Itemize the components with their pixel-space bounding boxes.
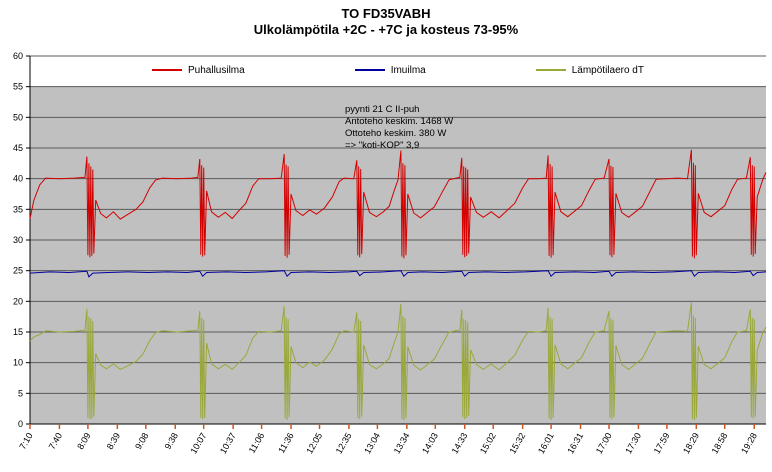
x-axis-label: 7:40 <box>47 431 64 451</box>
legend-label: Lämpötilaero dT <box>571 64 644 76</box>
annotation-line: Antoteho keskim. 1468 W <box>345 116 454 127</box>
y-axis-label: 55 <box>13 82 23 92</box>
y-axis-label: 50 <box>13 112 23 122</box>
legend-label: Puhallusilma <box>188 64 245 76</box>
y-axis-label: 5 <box>18 388 23 398</box>
chart-legend: Puhallusilma Imuilma Lämpötilaero dT <box>30 60 766 80</box>
y-axis-label: 45 <box>13 143 23 153</box>
chart-title-block: TO FD35VABH Ulkolämpötila +2C - +7C ja k… <box>0 6 772 38</box>
y-axis-label: 20 <box>13 296 23 306</box>
x-axis-label: 16:01 <box>536 431 556 456</box>
x-axis-label: 18:58 <box>710 431 730 456</box>
annotation-line: Ottoteho keskim. 380 W <box>345 128 447 139</box>
x-axis-label: 17:30 <box>623 431 643 456</box>
y-axis-label: 10 <box>13 358 23 368</box>
x-axis-label: 11:36 <box>276 431 296 455</box>
x-axis-label: 15:32 <box>507 431 527 456</box>
legend-label: Imuilma <box>390 64 426 76</box>
x-axis-label: 17:59 <box>652 431 672 456</box>
x-axis-label: 10:07 <box>189 431 209 456</box>
series-line-l-mp-tilaero-dt <box>29 302 767 421</box>
plot-background <box>30 86 766 424</box>
annotation-line: pyynti 21 C II-puh <box>345 104 420 115</box>
y-axis-label: 25 <box>13 266 23 276</box>
legend-item-lampotilaero: Lämpötilaero dT <box>535 64 644 76</box>
red-line-swatch-icon <box>152 69 182 71</box>
x-axis-label: 9:08 <box>133 431 150 451</box>
x-axis-label: 12:05 <box>304 431 324 456</box>
legend-item-imuilma: Imuilma <box>354 64 426 76</box>
x-axis-label: 18:29 <box>681 431 701 456</box>
series-line-puhallusilma <box>29 149 767 259</box>
chart-annotation: pyynti 21 C II-puh Antoteho keskim. 1468… <box>345 104 453 152</box>
x-axis-label: 8:39 <box>105 431 122 451</box>
legend-band <box>30 56 766 87</box>
x-axis-label: 9:38 <box>163 431 180 451</box>
y-axis-label: 35 <box>13 204 23 214</box>
x-axis-label: 17:00 <box>594 431 614 456</box>
annotation-line: => "koti-KOP" 3,9 <box>345 140 420 151</box>
x-axis-label: 13:34 <box>392 431 412 456</box>
x-axis-label: 7:10 <box>17 431 34 451</box>
x-axis-label: 15:02 <box>478 431 498 456</box>
x-axis-label: 16:31 <box>565 431 585 456</box>
y-axis-label: 0 <box>18 419 23 429</box>
legend-item-puhallusilma: Puhallusilma <box>152 65 245 76</box>
series-line-imuilma <box>29 270 767 278</box>
x-axis-label: 13:04 <box>362 431 382 456</box>
line-chart-plot-area: 0 5 10 15 20 25 30 35 40 45 50 55 60 7:10 7:40 8:09 8:39… <box>13 51 767 456</box>
x-axis-label: 19:28 <box>739 431 759 456</box>
olive-line-swatch-icon <box>535 69 566 71</box>
chart-title: TO FD35VABH <box>341 6 431 21</box>
x-axis-label: 12:35 <box>334 431 354 456</box>
x-axis-label: 8:09 <box>75 431 92 451</box>
y-axis-label: 40 <box>13 174 23 184</box>
y-axis-label: 15 <box>13 327 23 337</box>
x-axis-label: 10:37 <box>218 431 238 456</box>
x-axis-label: 11:06 <box>247 431 267 455</box>
y-axis-label: 30 <box>13 235 23 245</box>
y-axis-label: 60 <box>13 51 23 61</box>
x-axis-label: 14:33 <box>450 431 470 456</box>
blue-line-swatch-icon <box>354 69 385 71</box>
chart-subtitle: Ulkolämpötila +2C - +7C ja kosteus 73-95… <box>253 22 519 37</box>
x-axis-label: 14:03 <box>420 431 440 456</box>
